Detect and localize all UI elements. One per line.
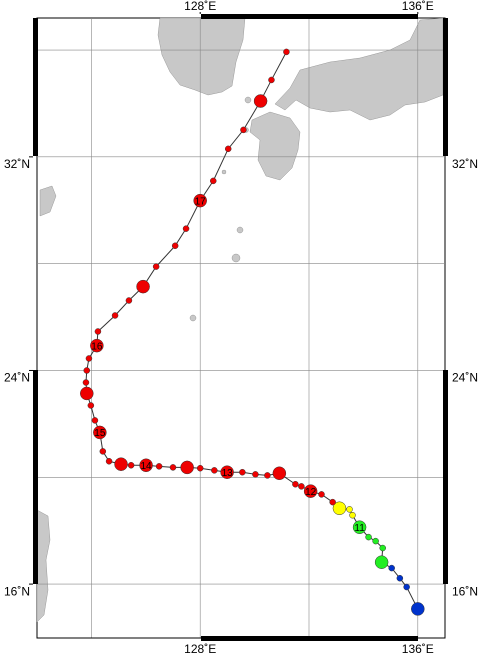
lat-label: 16˚N: [4, 584, 30, 598]
island: [189, 314, 197, 322]
day-label: 16: [91, 341, 103, 352]
track-point: [239, 468, 246, 476]
track-point: [193, 193, 207, 208]
track-point: [352, 520, 367, 534]
track-point: [182, 225, 190, 232]
track-point: [91, 417, 99, 424]
track-point: [136, 279, 150, 294]
day-label: 15: [94, 428, 106, 439]
track-point: [240, 126, 247, 134]
track-point: [105, 458, 113, 465]
luzon: [36, 509, 51, 623]
lon-label: 136˚E: [402, 642, 434, 656]
track-point: [374, 555, 389, 569]
track-point: [396, 574, 404, 582]
track-point: [90, 338, 104, 353]
track-point: [252, 471, 259, 478]
track-point: [180, 460, 194, 475]
track-point: [114, 457, 128, 471]
track-point: [298, 483, 305, 490]
land: [36, 17, 444, 623]
lat-label: 32˚N: [452, 157, 478, 171]
track-point: [82, 379, 90, 386]
track-point: [303, 484, 318, 498]
track-point: [346, 506, 353, 513]
track-point: [329, 498, 336, 506]
track-point: [87, 402, 95, 409]
track-point: [224, 145, 232, 153]
frame-bar: [443, 18, 448, 156]
track-point: [268, 76, 275, 84]
track-point: [253, 94, 268, 108]
day-label: 17: [195, 196, 207, 207]
lon-label: 128˚E: [184, 0, 216, 13]
track-point: [80, 386, 94, 401]
track-point: [83, 367, 91, 374]
track-point: [292, 480, 299, 488]
track-point: [152, 263, 160, 270]
graticule: [37, 18, 445, 638]
track-point: [111, 312, 119, 319]
track-point: [99, 448, 107, 455]
frame-bar: [201, 636, 418, 641]
frame-bar: [443, 370, 448, 584]
track-point: [210, 177, 217, 185]
day-label: 13: [222, 468, 234, 479]
track-point: [272, 466, 287, 481]
track-point: [169, 464, 177, 471]
honshu-shikoku: [274, 17, 444, 121]
islands: [39, 185, 57, 217]
track-point: [365, 533, 372, 541]
track-point: [171, 242, 179, 250]
frame-bar: [201, 14, 418, 19]
track-point: [349, 511, 356, 519]
frame-bars: [33, 14, 448, 641]
kyushu: [249, 111, 301, 181]
lon-label: 128˚E: [184, 642, 216, 656]
track-point: [139, 458, 153, 473]
track-point: [332, 501, 347, 516]
track-point: [220, 465, 234, 479]
lat-label: 32˚N: [4, 157, 30, 171]
track-point: [125, 297, 133, 304]
track-point: [127, 462, 135, 469]
day-label: 11: [354, 523, 365, 534]
frame-bar: [33, 18, 38, 156]
track-point: [85, 355, 93, 362]
track-point: [94, 328, 102, 335]
map-frame: [36, 17, 446, 639]
lat-label: 24˚N: [452, 371, 478, 385]
track-point: [93, 425, 107, 440]
day-label: 14: [141, 461, 153, 472]
island: [236, 226, 244, 234]
track-point: [372, 537, 379, 545]
day-label: 12: [305, 487, 317, 498]
track-point: [155, 463, 163, 470]
lat-label: 24˚N: [4, 371, 30, 385]
korea: [157, 17, 246, 96]
lon-label: 136˚E: [402, 0, 434, 13]
island: [244, 96, 252, 104]
track-point: [388, 564, 395, 572]
track-point: [264, 472, 271, 479]
lat-label: 16˚N: [452, 584, 478, 598]
island: [231, 253, 241, 263]
track-point: [196, 464, 204, 472]
track-point: [411, 602, 425, 616]
track-point: [318, 491, 325, 498]
track-point: [379, 544, 386, 552]
track: 11 12 13 14 15 16 17: [80, 48, 425, 616]
frame-bar: [33, 370, 38, 584]
track-point: [283, 48, 290, 56]
track-point: [403, 583, 410, 591]
island: [221, 169, 227, 175]
track-point: [211, 467, 218, 474]
